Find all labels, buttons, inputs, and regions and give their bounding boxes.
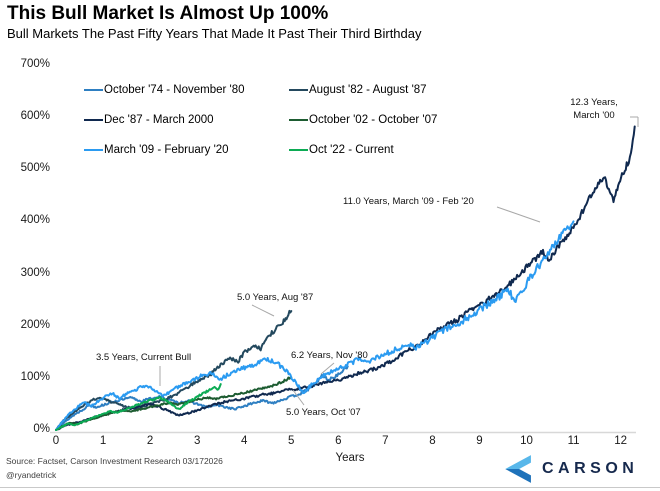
annotation-pointer-line — [292, 389, 305, 406]
series-line-5 — [55, 383, 222, 431]
chart-annotation: 12.3 Years, March '00 — [556, 97, 632, 122]
series-line-2 — [55, 125, 636, 431]
x-axis-tick-label: 0 — [52, 435, 60, 447]
legend-item-label: August '82 - August '87 — [309, 84, 427, 96]
legend-swatch-line — [289, 148, 308, 152]
annotation-pointer-line — [320, 362, 335, 375]
x-axis-tick-label: 1 — [99, 435, 107, 447]
x-axis-tick-label: 3 — [193, 435, 201, 447]
chart-annotation: 5.0 Years, Aug '87 — [237, 292, 337, 305]
legend: October '74 - November '80 August '82 - A… — [84, 84, 437, 156]
legend-item: Dec '87 - March 2000 — [84, 114, 289, 126]
x-axis-tick-label: 11 — [567, 435, 580, 447]
y-axis-tick-label: 400% — [20, 214, 50, 227]
legend-swatch-line — [84, 88, 103, 92]
chart-subtitle: Bull Markets The Past Fifty Years That M… — [7, 26, 422, 41]
series-line-0 — [55, 365, 349, 431]
chart-annotation: 3.5 Years, Current Bull — [96, 352, 236, 365]
chart-annotation-line: 11.0 Years, March '09 - Feb '20 — [343, 196, 474, 207]
carson-logo: CARSON — [502, 454, 638, 484]
chart-annotation-line: 5.0 Years, Aug '87 — [237, 292, 314, 303]
y-axis-tick-label: 500% — [20, 162, 50, 175]
x-axis-tick-label: 10 — [520, 435, 533, 447]
chart-annotation-line: March '00 — [573, 109, 615, 121]
legend-swatch-line — [84, 148, 103, 152]
legend-item-label: October '02 - October '07 — [309, 114, 438, 126]
y-axis-tick-label: 100% — [20, 370, 50, 383]
chart-annotation-line: 3.5 Years, Current Bull — [96, 352, 192, 363]
legend-item: Oct '22 - Current — [289, 144, 437, 156]
legend-item: March '09 - February '20 — [84, 144, 289, 156]
y-axis-tick-label: 0% — [33, 423, 50, 435]
x-axis-tick-label: 4 — [240, 435, 248, 447]
series-line-1 — [55, 309, 293, 431]
x-axis-tick-label: 12 — [614, 435, 627, 447]
legend-item: October '02 - October '07 — [289, 114, 437, 126]
legend-swatch-line — [289, 88, 308, 92]
chart-title: This Bull Market Is Almost Up 100% — [7, 3, 329, 24]
chart-annotation: 5.0 Years, Oct '07 — [286, 407, 386, 420]
carson-wordmark: CARSON — [542, 460, 639, 477]
y-axis-tick-label: 300% — [20, 266, 50, 279]
series-line-4 — [55, 220, 575, 431]
x-axis-tick-label: 9 — [476, 435, 483, 447]
x-axis-tick-label: 2 — [146, 435, 154, 447]
legend-item-label: Oct '22 - Current — [309, 144, 394, 156]
y-axis-tick-label: 200% — [20, 318, 50, 331]
annotation-pointer-line — [251, 304, 275, 317]
bottom-divider — [0, 487, 660, 488]
legend-swatch-line — [289, 118, 308, 122]
chart-annotation: 11.0 Years, March '09 - Feb '20 — [343, 196, 503, 209]
chart-annotation-line: 5.0 Years, Oct '07 — [286, 407, 361, 418]
annotation-pointer-line — [496, 206, 541, 223]
x-axis-tick-label: 7 — [382, 435, 389, 447]
y-axis-tick-label: 700% — [20, 57, 50, 70]
twitter-handle: @ryandetrick — [6, 470, 57, 480]
x-axis-tick-label: 5 — [288, 435, 295, 447]
legend-item-label: October '74 - November '80 — [104, 84, 245, 96]
legend-item-label: Dec '87 - March 2000 — [104, 114, 214, 126]
legend-item: October '74 - November '80 — [84, 84, 289, 96]
legend-swatch-line — [84, 118, 103, 122]
chart-annotation-line: 6.2 Years, Nov '80 — [291, 350, 368, 361]
carson-chevron-icon — [505, 455, 531, 483]
legend-item-label: March '09 - February '20 — [104, 144, 229, 156]
series-line-3 — [55, 376, 293, 431]
y-axis-tick-label: 600% — [20, 110, 50, 123]
x-axis-tick-label: 6 — [335, 435, 342, 447]
chart-annotation: 6.2 Years, Nov '80 — [291, 350, 391, 363]
chart-annotation-line: 12.3 Years, — [570, 97, 618, 108]
x-axis-title: Years — [335, 452, 365, 464]
x-axis-tick-label: 8 — [429, 435, 436, 447]
legend-item: August '82 - August '87 — [289, 84, 437, 96]
source-text: Source: Factset, Carson Investment Resea… — [6, 456, 223, 466]
